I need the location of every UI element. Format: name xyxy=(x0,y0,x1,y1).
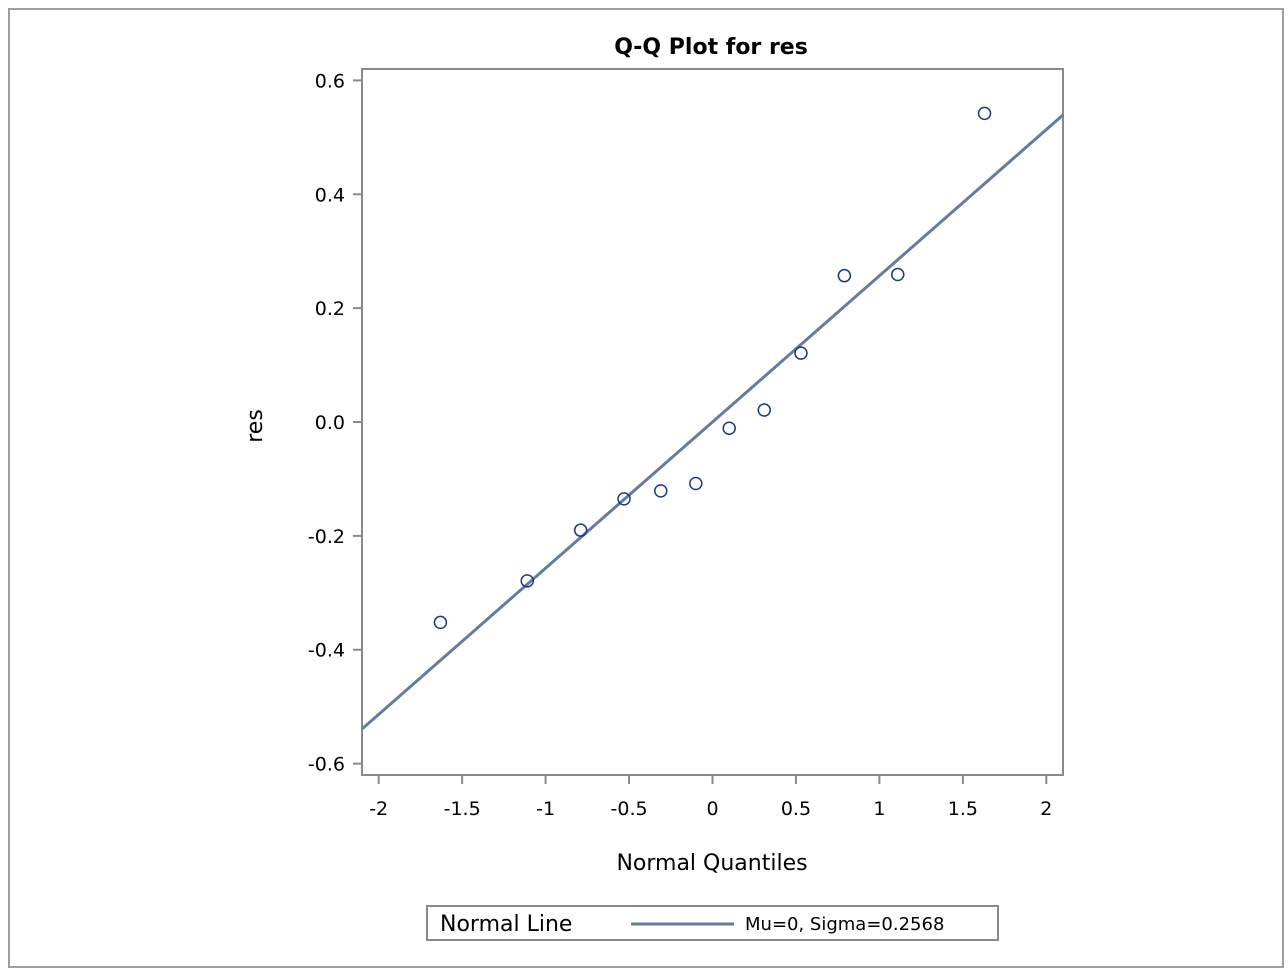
y-tick-label: 0.0 xyxy=(315,412,345,434)
y-tick-label: -0.6 xyxy=(308,754,345,776)
data-point xyxy=(689,476,703,491)
y-tick-label: -0.2 xyxy=(308,526,345,548)
x-tick-label: 0 xyxy=(706,798,718,820)
chart-title: Q-Q Plot for res xyxy=(614,35,808,60)
x-axis-label: Normal Quantiles xyxy=(616,851,807,876)
data-point xyxy=(837,268,852,283)
y-tick-label: 0.6 xyxy=(315,70,345,92)
data-point xyxy=(573,523,588,537)
x-tick-label: -1 xyxy=(536,798,555,820)
data-point xyxy=(654,484,668,498)
x-tick-label: 2 xyxy=(1040,798,1052,820)
x-tick-label: 1.5 xyxy=(948,798,978,820)
y-tick-label: 0.2 xyxy=(315,298,345,320)
normal-reference-line xyxy=(361,113,1064,731)
y-tick-label: -0.4 xyxy=(308,640,345,662)
x-tick-label: 1 xyxy=(873,798,885,820)
legend-entry-label: Mu=0, Sigma=0.2568 xyxy=(745,914,944,935)
data-points xyxy=(433,106,992,630)
x-tick-label: 0.5 xyxy=(781,798,811,820)
y-axis: 0.6 0.4 0.2 0.0 -0.2 -0.4 -0.6 xyxy=(308,70,362,776)
data-point xyxy=(757,403,771,417)
data-point xyxy=(794,346,808,360)
y-axis-label: res xyxy=(243,409,268,443)
legend-title: Normal Line xyxy=(440,912,572,937)
x-axis: -2 -1.5 -1 -0.5 0 0.5 1 1.5 2 xyxy=(369,775,1052,820)
x-tick-label: -1.5 xyxy=(444,798,481,820)
graph-frame xyxy=(8,8,1284,968)
data-point xyxy=(891,267,905,282)
legend: Normal Line Mu=0, Sigma=0.2568 xyxy=(426,905,999,941)
data-point xyxy=(617,492,631,506)
data-point xyxy=(722,421,736,436)
normal-line xyxy=(361,113,1064,731)
x-tick-label: -2 xyxy=(369,798,388,820)
data-point xyxy=(977,106,992,121)
y-tick-label: 0.4 xyxy=(315,184,345,206)
data-point xyxy=(433,615,448,630)
x-tick-label: -0.5 xyxy=(611,798,648,820)
data-point xyxy=(520,574,534,588)
